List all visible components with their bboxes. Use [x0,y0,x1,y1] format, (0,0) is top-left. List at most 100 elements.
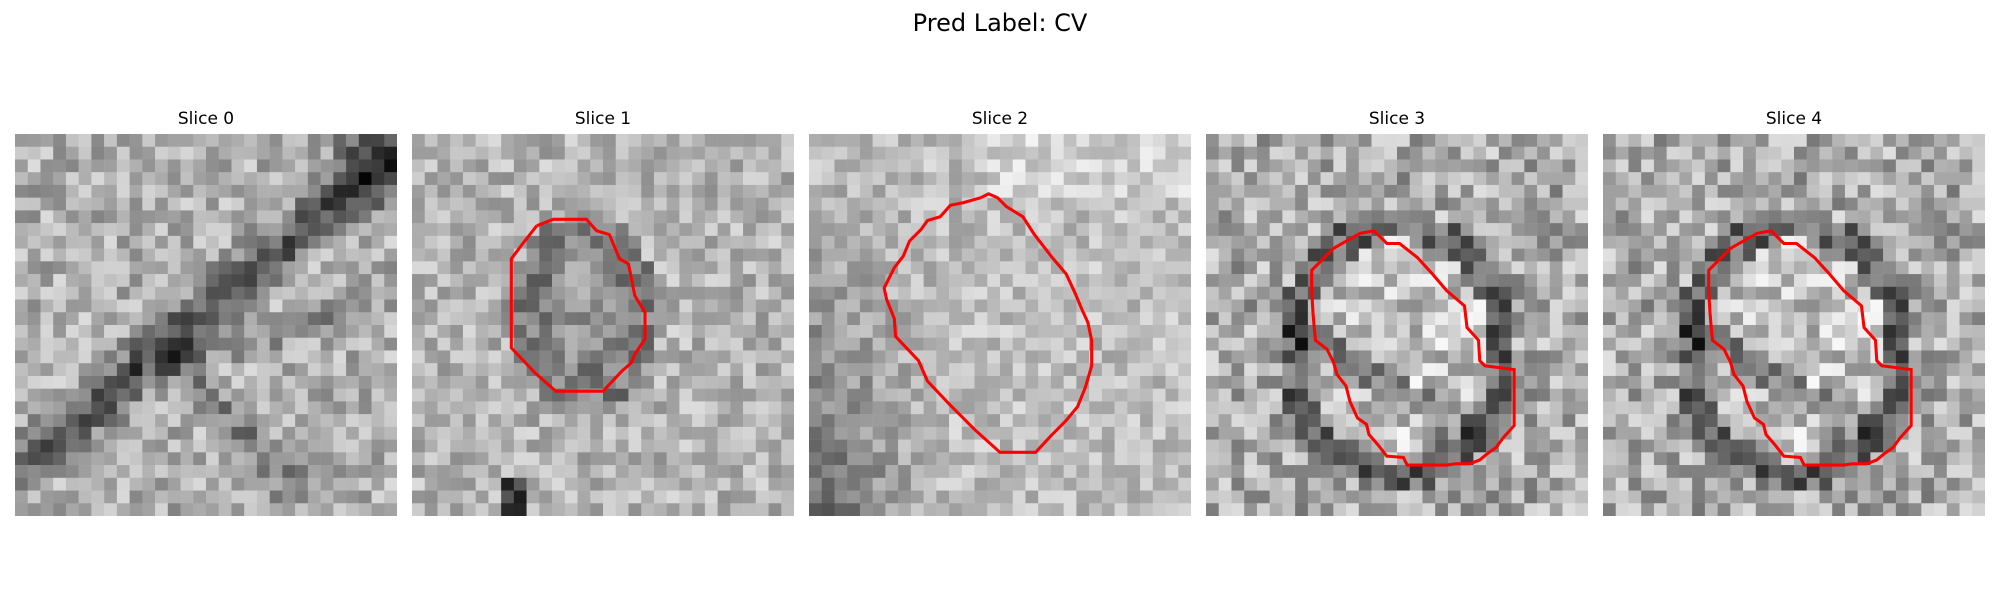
pixel [1486,223,1500,237]
pixel [564,490,578,504]
pixel [488,452,502,466]
pixel [666,439,680,453]
pixel [1000,414,1013,428]
pixel [1486,299,1500,313]
pixel [1076,439,1090,453]
pixel [1819,388,1833,402]
pixel [1743,223,1757,237]
pixel [1603,477,1616,491]
pixel [1012,134,1026,147]
pixel [872,210,886,224]
pixel [1231,350,1245,364]
pixel [231,286,245,300]
pixel [346,274,360,288]
pixel [590,414,604,428]
pixel [295,325,309,338]
pixel [129,197,143,211]
pixel [475,414,489,428]
pixel [961,414,975,428]
pixel [1575,146,1588,160]
pixel [1524,490,1538,504]
pixel [1755,337,1769,351]
pixel [450,274,464,288]
pixel [1498,439,1512,453]
pixel [910,299,924,313]
pixel [564,503,578,516]
pixel [27,184,41,198]
pixel [371,312,385,326]
pixel [333,401,347,415]
pixel [821,235,835,249]
pixel [987,261,1001,275]
pixel [1768,363,1782,377]
pixel [936,172,950,186]
pixel [1089,375,1103,389]
pixel [936,286,950,300]
pixel [1549,299,1563,313]
pixel [1025,452,1039,466]
pixel [781,350,794,364]
pixel [910,439,924,453]
pixel [1422,184,1436,198]
pixel [564,350,578,364]
pixel [1218,274,1232,288]
pixel [1537,299,1551,313]
pixel [155,452,169,466]
pixel [1641,261,1655,275]
pixel [1269,286,1283,300]
pixel [1832,197,1846,211]
pixel [1755,490,1769,504]
pixel [768,414,782,428]
pixel [206,414,219,428]
pixel [809,363,822,377]
pixel [1178,465,1191,479]
pixel [641,146,655,160]
pixel [936,235,950,249]
pixel [1908,286,1922,300]
pixel [653,401,667,415]
pixel [526,426,540,440]
pixel [1038,223,1052,237]
pixel [256,235,270,249]
pixel [821,299,835,313]
pixel [1244,325,1258,338]
pixel [974,312,988,326]
pixel [847,363,861,377]
pixel [1178,375,1191,389]
pixel [1333,426,1347,440]
pixel [1447,477,1461,491]
pixel [1178,146,1191,160]
pixel [1666,414,1680,428]
pixel [1628,426,1642,440]
pixel [1307,134,1321,147]
pixel [1755,134,1769,147]
pixel [1282,388,1296,402]
pixel [666,146,680,160]
pixel [91,223,105,237]
pixel [859,159,873,173]
pixel [371,503,385,516]
pixel [1641,312,1655,326]
pixel [781,490,794,504]
pixel [1934,337,1948,351]
pixel [1346,477,1360,491]
pixel [129,159,143,173]
pixel [577,184,591,198]
pixel [1050,325,1064,338]
pixel [104,337,118,351]
pixel [781,388,794,402]
pixel [1844,299,1858,313]
pixel [603,490,616,504]
pixel [155,477,169,491]
pixel [552,401,566,415]
pixel [475,210,489,224]
pixel [1269,235,1283,249]
pixel [1679,465,1693,479]
pixel [526,146,540,160]
pixel [1908,248,1922,262]
pixel [15,490,28,504]
pixel [1537,439,1551,453]
pixel [412,312,425,326]
pixel [603,134,616,147]
pixel [847,223,861,237]
